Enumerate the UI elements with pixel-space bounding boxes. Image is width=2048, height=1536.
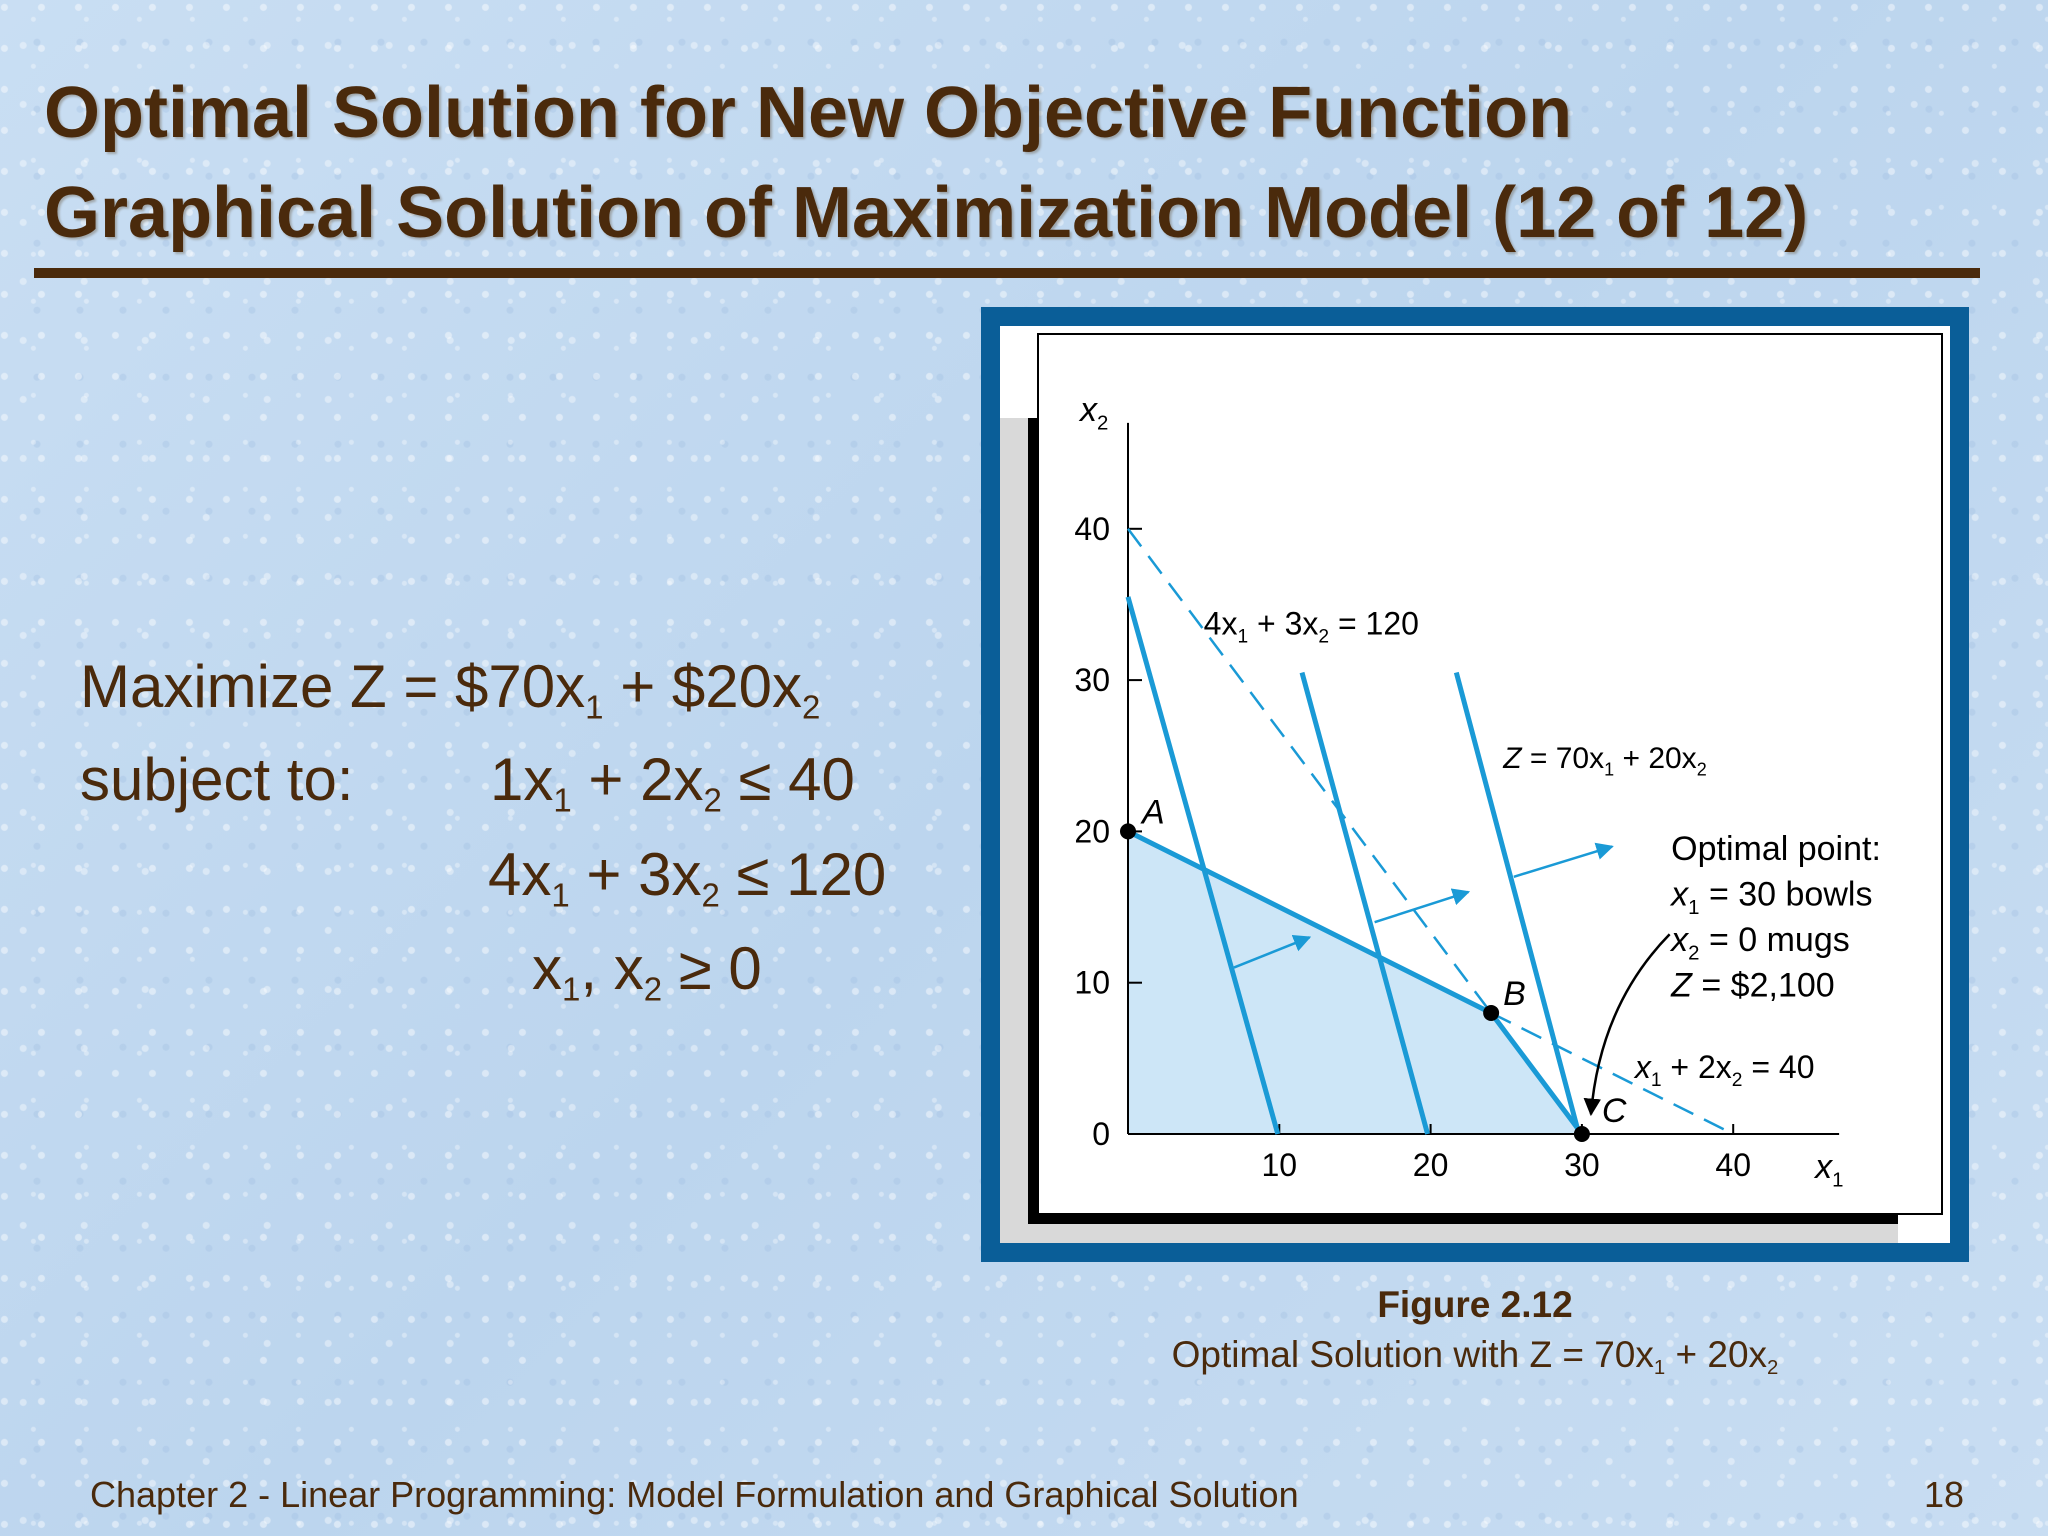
label-constraint-x1-2x2: x1 + 2x2 = 40 — [1633, 1049, 1815, 1091]
c1-sub2: 2 — [703, 781, 722, 819]
corner-point-c — [1573, 1126, 1590, 1142]
label-constraint-4x1-3x2: 4x1 + 3x2 = 120 — [1204, 606, 1419, 648]
c1-term-b: + 2x — [571, 746, 704, 813]
y-tick-label: 30 — [1074, 662, 1110, 698]
y-tick-label: 20 — [1074, 813, 1110, 849]
improvement-arrow-1 — [1233, 935, 1312, 969]
optimal-x1-value: x1 = 30 bowls — [1669, 876, 1872, 920]
x-tick-label: 10 — [1262, 1147, 1298, 1183]
y-tick-label: 10 — [1074, 965, 1110, 1001]
objective-sub2: 2 — [802, 688, 821, 726]
c2-sub1: 1 — [551, 876, 570, 914]
objective-function: Maximize Z = $70x1 + $20x2 — [80, 652, 820, 727]
figure-panel: 10 20 30 40 0 10 20 30 40 x2 x1 A B C 4x1 + 3x2 = 120 Z… — [1000, 326, 1950, 1243]
nn-sub1: 1 — [562, 970, 581, 1008]
feasible-boundary-bc — [1489, 1011, 1584, 1136]
figure-frame: 10 20 30 40 0 10 20 30 40 x2 x1 A B C 4x1 + 3x2 = 120 Z… — [981, 307, 1969, 1262]
constraint-2: 4x1 + 3x2 ≤ 120 — [488, 840, 886, 915]
constraint-1: 1x1 + 2x2 ≤ 40 — [490, 745, 855, 820]
x-tick-label: 30 — [1564, 1147, 1600, 1183]
y-axis-label: x2 — [1078, 391, 1108, 435]
corner-point-b — [1483, 1004, 1500, 1021]
c1-rhs: ≤ 40 — [721, 746, 855, 813]
c1-sub1: 1 — [553, 781, 572, 819]
objective-middle: + $20x — [603, 653, 803, 720]
corner-point-a — [1120, 823, 1136, 840]
caption-sub2: 2 — [1767, 1357, 1779, 1380]
c2-term-a: 4x — [488, 841, 552, 908]
objective-line-3 — [1453, 671, 1582, 1135]
optimal-x2-value: x2 = 0 mugs — [1669, 921, 1850, 965]
optimal-point-title: Optimal point: — [1671, 830, 1881, 868]
caption-prefix: Optimal Solution with Z = 70x — [1171, 1334, 1654, 1375]
feasible-region — [1128, 831, 1582, 1134]
improvement-arrow-2 — [1374, 888, 1471, 924]
objective-prefix: Maximize Z = $70x — [80, 653, 586, 720]
c2-sub2: 2 — [701, 876, 720, 914]
figure-label: Figure 2.12 — [1377, 1284, 1573, 1325]
caption-middle: + 20x — [1665, 1334, 1768, 1375]
optimal-z-value: Z = $2,100 — [1670, 966, 1835, 1004]
c2-rhs: ≤ 120 — [719, 841, 887, 908]
x-axis-label: x1 — [1813, 1148, 1843, 1192]
x-tick-label: 20 — [1413, 1147, 1449, 1183]
corner-label-c: C — [1602, 1092, 1627, 1130]
subject-to-label: subject to: — [80, 746, 354, 813]
non-negativity: x1, x2 ≥ 0 — [532, 934, 762, 1009]
corner-label-a: A — [1140, 793, 1165, 831]
c2-term-b: + 3x — [569, 841, 702, 908]
frame-edge-left — [1028, 418, 1038, 1224]
objective-line-1 — [1125, 596, 1281, 1135]
nn-term-b: , x — [580, 935, 644, 1002]
c1-term-a: 1x — [490, 746, 554, 813]
nn-term-a: x — [532, 935, 562, 1002]
objective-line-2 — [1299, 671, 1430, 1135]
y-tick-label: 40 — [1074, 511, 1110, 547]
x-tick-label: 40 — [1715, 1147, 1751, 1183]
caption-sub1: 1 — [1653, 1357, 1666, 1380]
objective-sub1: 1 — [585, 688, 604, 726]
lp-graph: 10 20 30 40 0 10 20 30 40 x2 x1 A B C 4x1 + 3x2 = 120 Z… — [1000, 333, 1943, 1243]
footer-chapter: Chapter 2 - Linear Programming: Model Fo… — [90, 1474, 1299, 1515]
nn-sub2: 2 — [643, 970, 663, 1008]
optimal-point-pointer — [1583, 933, 1671, 1117]
slide-title-line2: Graphical Solution of Maximization Model… — [44, 173, 1809, 253]
nn-rhs: ≥ 0 — [662, 935, 762, 1002]
corner-label-b: B — [1503, 975, 1526, 1013]
frame-shade-left — [1000, 418, 1028, 1243]
constraint-line-x1-2x2 — [1126, 829, 1493, 1016]
frame-edge-bottom — [1028, 1214, 1898, 1224]
label-objective-function: Z = 70x1 + 20x2 — [1502, 742, 1706, 780]
improvement-arrow-3 — [1513, 842, 1614, 878]
figure-caption: Optimal Solution with Z = 70x1 + 20x2 — [1100, 1334, 1850, 1380]
title-underline — [34, 268, 1980, 278]
constraint-line-x1-2x2-extension — [1490, 1011, 1734, 1136]
y-tick-label: 0 — [1092, 1116, 1110, 1152]
footer-page-number: 18 — [1924, 1474, 1965, 1515]
slide-title-line1: Optimal Solution for New Objective Funct… — [44, 73, 1573, 153]
